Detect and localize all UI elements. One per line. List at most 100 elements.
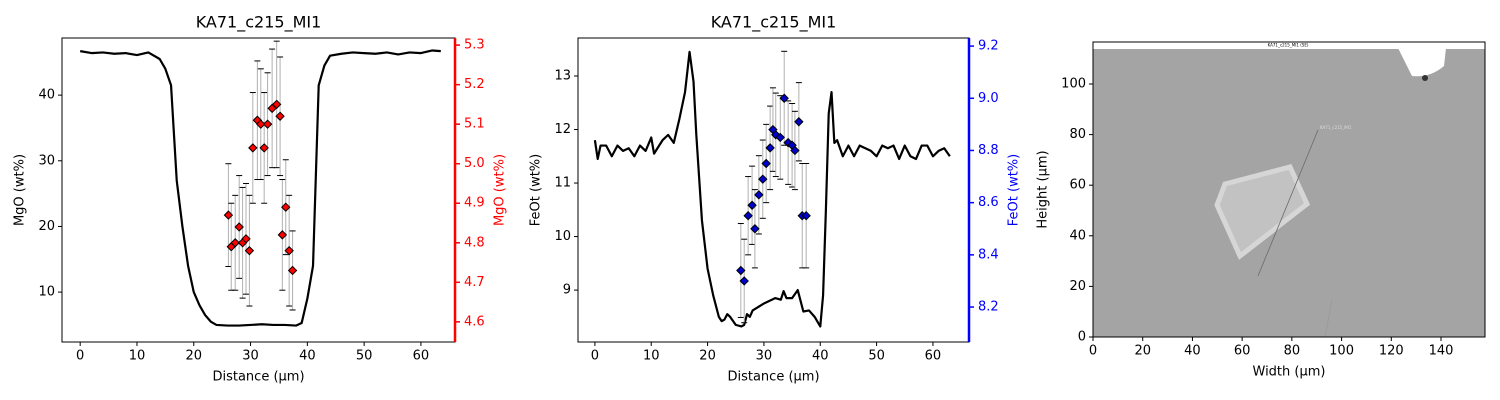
y-tick-label: 20: [38, 219, 55, 234]
y-tick-label: 60: [1069, 178, 1086, 193]
y2-tick-label: 9.0: [978, 91, 999, 106]
y2-tick-label: 5.1: [464, 117, 485, 132]
data-point: [277, 230, 288, 240]
y2-tick-label: 8.8: [978, 143, 999, 158]
data-point: [262, 119, 273, 129]
blob: [1398, 48, 1446, 77]
y-tick-label: 0: [1078, 330, 1086, 345]
plot-frame: [61, 37, 456, 343]
y-tick-label: 11: [554, 176, 571, 191]
chart-title: KA71_c215_MI1: [711, 13, 837, 33]
y-tick-label: 10: [554, 229, 571, 244]
x-tick-label: 120: [1379, 344, 1404, 359]
data-point: [794, 117, 804, 127]
data-point: [761, 158, 771, 169]
scratch: [1324, 299, 1333, 338]
y-tick-label: 10: [38, 285, 55, 300]
x-tick-label: 60: [925, 349, 942, 364]
y2-tick-label: 4.9: [464, 196, 485, 211]
x-axis-label: Width (µm): [1253, 365, 1326, 380]
data-point: [736, 265, 746, 276]
x-tick-label: 50: [868, 349, 885, 364]
data-point: [287, 265, 298, 276]
data-point: [230, 238, 240, 248]
data-point: [779, 93, 789, 103]
y2-tick-label: 8.4: [978, 247, 999, 262]
blob-dot: [1422, 75, 1428, 81]
y2-tick-label: 5.2: [464, 77, 485, 92]
x-tick-label: 50: [356, 349, 373, 364]
profile-line: [79, 49, 441, 327]
data-point: [765, 143, 775, 153]
data-point: [739, 276, 749, 286]
x-tick-label: 40: [1184, 344, 1201, 359]
data-point: [256, 119, 266, 129]
y-tick-label: 80: [1069, 127, 1086, 142]
y2-tick-label: 8.2: [978, 300, 999, 315]
y-tick-label: 40: [38, 88, 55, 103]
y-tick-label: 13: [554, 69, 571, 84]
x-tick-label: 0: [1089, 344, 1097, 359]
y2-tick-label: 4.7: [464, 275, 485, 290]
y2-axis-label: MgO (wt%): [493, 154, 508, 226]
x-tick-label: 40: [812, 349, 829, 364]
data-point: [750, 224, 760, 234]
data-point: [801, 210, 811, 221]
x-tick-label: 140: [1429, 344, 1454, 359]
x-tick-label: 60: [413, 349, 430, 364]
plot-frame: [577, 37, 970, 343]
y2-tick-label: 5.3: [464, 38, 485, 53]
data-point: [743, 210, 753, 221]
y-tick-label: 12: [554, 122, 571, 137]
data-point: [747, 200, 757, 210]
x-tick-label: 20: [185, 349, 202, 364]
x-tick-label: 60: [1234, 344, 1251, 359]
x-tick-label: 30: [756, 349, 773, 364]
x-axis-label: Distance (µm): [212, 370, 304, 385]
data-point: [281, 202, 291, 212]
y-tick-label: 40: [1069, 228, 1086, 243]
x-tick-label: 0: [591, 349, 599, 364]
y-tick-label: 9: [563, 283, 571, 298]
x-tick-label: 0: [76, 349, 84, 364]
y-tick-label: 20: [1069, 279, 1086, 294]
sem-image: KA71_c215_MI1 (SE) KA71_c215_MI1: [1093, 42, 1485, 338]
image-annotation: KA71_c215_MI1: [1320, 125, 1352, 130]
profile-line: [1257, 129, 1319, 277]
x-tick-label: 40: [299, 349, 316, 364]
y2-axis-label: FeOt (wt%): [1007, 154, 1022, 226]
y-axis-label: Height (µm): [1036, 150, 1051, 228]
data-point: [234, 222, 244, 232]
y-tick-label: 30: [38, 153, 55, 168]
data-point: [271, 99, 282, 110]
data-point: [259, 143, 269, 153]
y2-tick-label: 4.8: [464, 235, 485, 250]
y2-tick-label: 8.6: [978, 195, 999, 210]
data-point: [754, 190, 764, 200]
x-tick-label: 20: [699, 349, 716, 364]
image-header: [1093, 42, 1485, 49]
data-point: [775, 132, 785, 143]
chart-title: KA71_c215_MI1: [196, 13, 322, 33]
y-axis-label: MgO (wt%): [13, 154, 28, 226]
y2-tick-label: 9.2: [978, 39, 999, 54]
data-point: [223, 210, 234, 220]
grain: [1214, 164, 1311, 260]
y2-tick-label: 4.6: [464, 314, 485, 329]
data-point: [244, 245, 255, 256]
data-point: [275, 111, 285, 121]
x-tick-label: 80: [1284, 344, 1301, 359]
y2-tick-label: 5.0: [464, 156, 485, 171]
data-point: [284, 245, 294, 256]
image-caption: KA71_c215_MI1 (SE): [1268, 43, 1309, 48]
y-axis-label: FeOt (wt%): [529, 154, 544, 226]
data-point: [241, 234, 251, 244]
x-tick-label: 30: [242, 349, 259, 364]
profile-line: [593, 50, 951, 328]
x-tick-label: 20: [1134, 344, 1151, 359]
data-point: [758, 174, 768, 184]
data-point: [790, 145, 800, 156]
x-tick-label: 10: [129, 349, 146, 364]
x-tick-label: 10: [643, 349, 660, 364]
